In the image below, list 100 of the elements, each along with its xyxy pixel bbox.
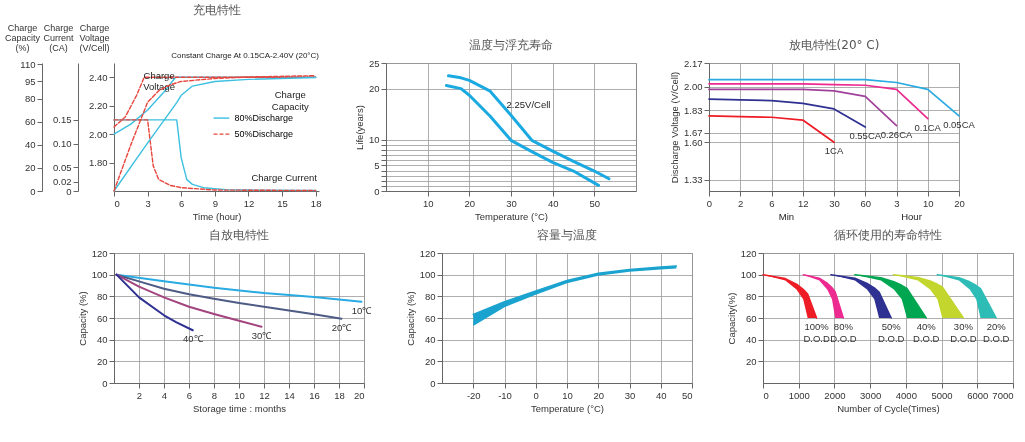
legend-label: 80%Discharge (234, 113, 293, 124)
series-label: 40% D.O.D (913, 321, 940, 344)
series-label: 0.1CA (914, 121, 942, 133)
y-tick-label: 80 (745, 290, 757, 302)
x-tick-label: 30 (624, 389, 636, 401)
x-tick-label: 10 (562, 389, 573, 401)
x-tick-label: 18 (310, 197, 322, 209)
chart-title: 容量与温度 (537, 228, 597, 242)
y-axis-title: Life(years) (353, 105, 365, 150)
series-label: 0.55CA (849, 130, 882, 141)
y-tick-label: 25 (368, 57, 380, 69)
y-tick-label: 40 (424, 334, 436, 346)
x-tick-label: 2000 (824, 389, 846, 401)
x-axis-title: Time (hour) (192, 211, 242, 222)
x-tick-label: 14 (284, 389, 295, 401)
y-axis-title: Charge Voltage (V/Cell) (79, 22, 110, 53)
x-tick-label: 6 (769, 197, 775, 209)
y3-tick-label: 60 (24, 116, 36, 128)
x-tick-label: 5000 (931, 389, 953, 401)
series-label: 80% D.O.D (830, 321, 857, 344)
y-tick-label: 100 (91, 269, 108, 281)
y2-axis-title: Charge Current (CA) (43, 22, 74, 53)
text: Hour (901, 210, 922, 222)
y-tick-label: 5 (374, 159, 380, 171)
x-tick-label: 0 (533, 389, 539, 401)
x-tick-label: 10 (922, 197, 934, 209)
y2-tick-label: 0 (66, 185, 72, 197)
x-axis-title: Temperature (°C) (475, 211, 548, 222)
y-tick-label: 2.17 (684, 57, 703, 69)
x-tick-label: 6 (186, 389, 193, 401)
y-tick-label: 2.40 (89, 71, 108, 83)
y-tick-label: 1.83 (684, 104, 703, 116)
x-tick-label: 30 (829, 197, 840, 209)
annotation: Charge Capacity (271, 89, 310, 112)
y-tick-label: 60 (745, 312, 757, 324)
y-tick-label: 1.60 (684, 136, 703, 148)
x-tick-label: 7000 (992, 389, 1014, 401)
series-label: 100% D.O.D (803, 321, 830, 344)
y2-tick-label: 0.05 (53, 161, 72, 173)
series-label: 40℃ (182, 333, 204, 345)
y-tick-label: 0 (430, 377, 436, 389)
y-tick-label: 80 (424, 290, 436, 302)
y3-tick-label: 40 (24, 139, 36, 151)
series-label: 0.26CA (880, 128, 914, 140)
chart-title: 温度与浮充寿命 (469, 38, 553, 52)
series-label: 20% D.O.D (983, 321, 1010, 344)
x-tick-label: 1000 (788, 389, 810, 401)
y-tick-label: 80 (96, 290, 108, 302)
x-tick-label: 20 (353, 389, 365, 401)
y-tick-label: 2.00 (89, 128, 108, 140)
y3-tick-label: 20 (24, 162, 36, 174)
y-tick-label: 0 (374, 185, 380, 197)
y-tick-label: 2.00 (684, 81, 703, 93)
x-tick-label: 4 (161, 389, 168, 401)
x-tick-label: 50 (589, 197, 601, 209)
y3-tick-label: 95 (24, 75, 36, 87)
x-tick-label: 9 (212, 197, 218, 209)
y-axis-title: Capacity (%) (76, 291, 88, 346)
y-tick-label: 2.20 (89, 100, 108, 112)
x-tick-label: 18 (334, 389, 345, 401)
y-tick-label: 20 (96, 355, 108, 367)
x-tick-label: 0 (114, 197, 120, 209)
x-tick-label: 3 (145, 197, 151, 209)
series-label: 20℃ (331, 321, 353, 333)
x-axis-title: Temperature (°C) (531, 403, 604, 414)
x-tick-label: 12 (259, 389, 270, 401)
y-tick-label: 20 (745, 355, 757, 367)
y-tick-label: 100 (419, 269, 436, 281)
x-tick-label: 40 (655, 389, 667, 401)
x-tick-label: 50 (681, 389, 693, 401)
x-tick-label: 8 (211, 389, 218, 401)
y-tick-label: 20 (368, 83, 380, 95)
y-tick-label: 40 (96, 334, 108, 346)
x-tick-label: 3 (894, 197, 900, 209)
x-tick-label: 16 (309, 389, 320, 401)
y-tick-label: 1.33 (684, 174, 703, 186)
y-tick-label: 60 (424, 312, 436, 324)
series-label: 0.05CA (943, 118, 976, 130)
y-axis-title: Capacity (%) (404, 291, 416, 346)
annotation: 2.25V/Cell (506, 99, 551, 111)
y-tick-label: 100 (740, 269, 757, 281)
y-tick-label: 10 (368, 134, 380, 146)
x-tick-label: 20 (464, 197, 476, 209)
series-label: 1CA (824, 145, 844, 157)
y-axis-title: Capacity(%) (725, 292, 737, 345)
x-tick-label: 6 (179, 197, 185, 209)
x-tick-label: 20 (954, 197, 965, 209)
series-label: 30% D.O.D (950, 321, 977, 344)
chart-title: 循环使用的寿命特性 (834, 228, 942, 242)
x-tick-label: 10 (234, 389, 245, 401)
y-tick-label: 1.80 (89, 157, 108, 169)
x-tick-label: 2 (738, 197, 744, 209)
x-axis-title: Storage time : months (193, 403, 287, 414)
y-tick-label: 120 (740, 247, 757, 259)
y-tick-label: 1.67 (684, 127, 703, 139)
series-label: 10℃ (351, 304, 373, 316)
annotation: Charge Current (251, 172, 318, 184)
x-tick-label: 12 (243, 197, 255, 209)
legend-label: 50%Discharge (234, 129, 293, 140)
chart-title: 放电特性(20° C) (788, 38, 880, 52)
